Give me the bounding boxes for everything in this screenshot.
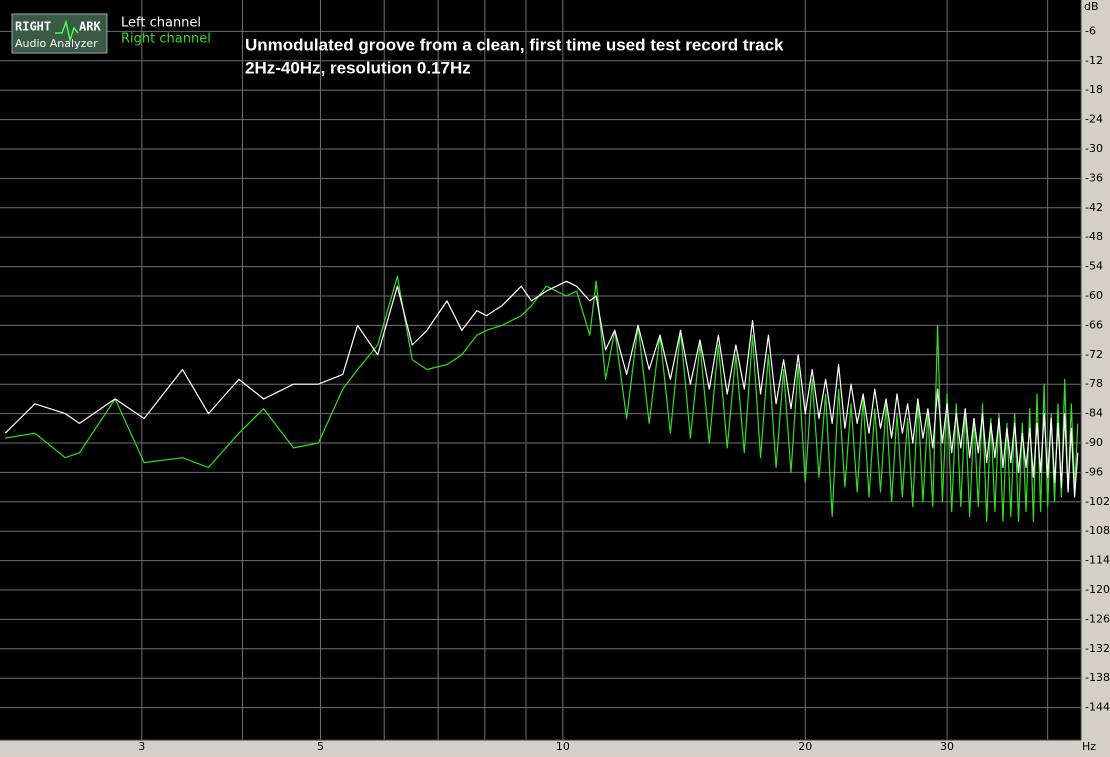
logo-text: RIGHT xyxy=(15,20,51,34)
legend-entry: Left channel xyxy=(121,16,201,31)
x-axis-label: Hz xyxy=(1082,740,1096,753)
y-tick-label: -90 xyxy=(1085,436,1103,449)
y-tick-label: -66 xyxy=(1085,318,1103,331)
y-tick-label: -24 xyxy=(1085,113,1103,126)
chart-subtitle: 2Hz-40Hz, resolution 0.17Hz xyxy=(245,58,471,77)
y-tick-label: -108 xyxy=(1085,524,1110,537)
y-tick-label: -36 xyxy=(1085,171,1103,184)
y-tick-label: -138 xyxy=(1085,671,1110,684)
y-tick-label: -42 xyxy=(1085,201,1103,214)
logo-icon xyxy=(55,19,79,43)
y-tick-label: -60 xyxy=(1085,289,1103,302)
y-tick-label: -132 xyxy=(1085,642,1110,655)
logo: RIGHT ARK Audio Analyzer xyxy=(11,13,108,54)
y-tick-label: -30 xyxy=(1085,142,1103,155)
y-tick-label: -114 xyxy=(1085,554,1110,567)
x-tick-label: 5 xyxy=(317,740,324,753)
y-tick-label: -84 xyxy=(1085,407,1103,420)
y-tick-label: -18 xyxy=(1085,83,1103,96)
logo-text: ARK xyxy=(79,20,101,34)
y-tick-label: -48 xyxy=(1085,230,1103,243)
grid xyxy=(0,0,1081,740)
lines xyxy=(4,275,1079,522)
plot-background xyxy=(0,0,1081,740)
y-tick-label: -78 xyxy=(1085,377,1103,390)
y-tick-label: -96 xyxy=(1085,465,1103,478)
y-tick-label: -120 xyxy=(1085,583,1110,596)
series-line xyxy=(5,275,1079,522)
y-tick-label: -12 xyxy=(1085,54,1103,67)
logo-text: Audio Analyzer xyxy=(15,37,98,50)
x-tick-label: 3 xyxy=(138,740,145,753)
y-tick-label: -102 xyxy=(1085,495,1110,508)
series-line xyxy=(4,280,1079,498)
x-tick-label: 30 xyxy=(940,740,954,753)
y-axis-label: dB xyxy=(1084,0,1099,13)
x-tick-label: 10 xyxy=(556,740,570,753)
y-tick-label: -126 xyxy=(1085,612,1110,625)
x-tick-label: 20 xyxy=(798,740,812,753)
chart-title: Unmodulated groove from a clean, first t… xyxy=(245,35,784,54)
legend-entry: Right channel xyxy=(121,32,211,47)
y-tick-label: -6 xyxy=(1085,24,1096,37)
y-tick-label: -54 xyxy=(1085,260,1103,273)
y-tick-label: -72 xyxy=(1085,348,1103,361)
y-tick-label: -144 xyxy=(1085,701,1110,714)
